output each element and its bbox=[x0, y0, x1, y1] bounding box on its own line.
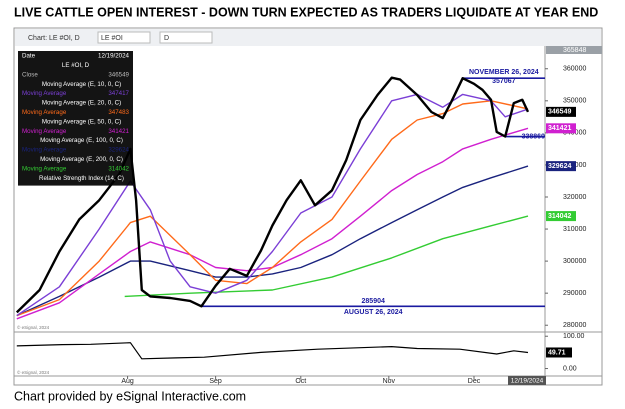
interval-box[interactable] bbox=[159, 31, 213, 44]
x-tick-label: Dec bbox=[468, 378, 481, 385]
x-tick-label: Aug bbox=[121, 378, 134, 385]
series-line bbox=[16, 342, 529, 360]
legend-symbol: LE #OI, D bbox=[62, 62, 90, 69]
value-tag bbox=[546, 106, 576, 117]
legend-value: 341421 bbox=[108, 128, 129, 135]
value-tag bbox=[546, 161, 576, 172]
axis-top-label: 365848 bbox=[563, 47, 586, 54]
legend-value: 346549 bbox=[108, 71, 129, 78]
legend-value-label: Moving Average bbox=[22, 109, 67, 116]
axis-top-tag bbox=[546, 46, 602, 54]
legend-value-label: Moving Average bbox=[22, 165, 67, 172]
level-value: 338860 bbox=[522, 133, 545, 140]
y-tick-label: 310000 bbox=[563, 226, 586, 233]
legend-name: Moving Average (E, 50, 0, C) bbox=[42, 118, 121, 125]
copyright: © eSignal, 2024 bbox=[17, 369, 50, 375]
value-tag-label: 314042 bbox=[548, 213, 571, 220]
toolbar-symbol[interactable]: LE #OI bbox=[101, 35, 123, 42]
legend-value-label: Moving Average bbox=[22, 147, 67, 154]
legend-value: 314042 bbox=[108, 165, 129, 172]
value-tag-label: 346549 bbox=[548, 109, 571, 116]
legend-date-label: Date bbox=[22, 53, 36, 60]
series-line bbox=[15, 76, 530, 314]
y-tick-label: 0.00 bbox=[563, 365, 577, 372]
y-tick-label: 100.00 bbox=[563, 333, 585, 340]
date-box bbox=[508, 376, 546, 385]
y-tick-label: 290000 bbox=[563, 290, 586, 297]
level-annotation: NOVEMBER 26, 2024 bbox=[469, 69, 539, 76]
toolbar-chart[interactable]: Chart: LE #OI, D bbox=[28, 35, 80, 42]
x-tick-label: Sep bbox=[209, 378, 222, 385]
level-annotation: AUGUST 26, 2024 bbox=[344, 309, 403, 316]
legend-value: 329624 bbox=[108, 147, 129, 154]
value-tag-label: 329624 bbox=[548, 163, 571, 170]
value-tag-label: 341421 bbox=[548, 125, 571, 132]
y-tick-label: 320000 bbox=[563, 194, 586, 201]
copyright: © eSignal, 2024 bbox=[17, 324, 50, 330]
y-tick-label: 350000 bbox=[563, 98, 586, 105]
legend-value: 347483 bbox=[108, 109, 129, 116]
legend-date: 12/19/2024 bbox=[98, 53, 130, 60]
symbol-box[interactable] bbox=[97, 31, 151, 44]
y-tick-label: 280000 bbox=[563, 322, 586, 329]
legend-value-label: Moving Average bbox=[22, 90, 67, 97]
date-label: 12/19/2024 bbox=[511, 378, 544, 385]
level-value: 285904 bbox=[362, 298, 385, 305]
x-tick-label: Nov bbox=[383, 378, 396, 385]
legend-value: 347417 bbox=[108, 90, 129, 97]
legend-name: Moving Average (E, 20, 0, C) bbox=[42, 100, 121, 107]
value-tag bbox=[546, 347, 572, 358]
legend-name: Close bbox=[22, 71, 38, 78]
series-line bbox=[16, 127, 529, 320]
title: LIVE CATTLE OPEN INTEREST - DOWN TURN EX… bbox=[14, 5, 598, 19]
legend-name: Moving Average (E, 10, 0, C) bbox=[42, 81, 121, 88]
legend-name: Moving Average (E, 200, 0, C) bbox=[40, 156, 123, 163]
legend-value-label: Moving Average bbox=[22, 128, 67, 135]
footer: Chart provided by eSignal Interactive.co… bbox=[14, 389, 246, 403]
series-line bbox=[124, 215, 529, 298]
value-tag-label: 49.71 bbox=[548, 349, 566, 356]
level-value: 357067 bbox=[492, 78, 515, 85]
legend-box bbox=[18, 51, 133, 186]
value-tag bbox=[546, 211, 576, 222]
legend-name: Moving Average (E, 100, 0, C) bbox=[40, 137, 123, 144]
y-tick-label: 360000 bbox=[563, 66, 586, 73]
toolbar-interval[interactable]: D bbox=[164, 35, 169, 42]
series-line bbox=[16, 165, 529, 317]
x-tick-label: Oct bbox=[295, 378, 306, 385]
legend-name: Relative Strength Index (14, C) bbox=[39, 175, 124, 182]
value-tag bbox=[546, 123, 576, 134]
y-tick-label: 300000 bbox=[563, 258, 586, 265]
